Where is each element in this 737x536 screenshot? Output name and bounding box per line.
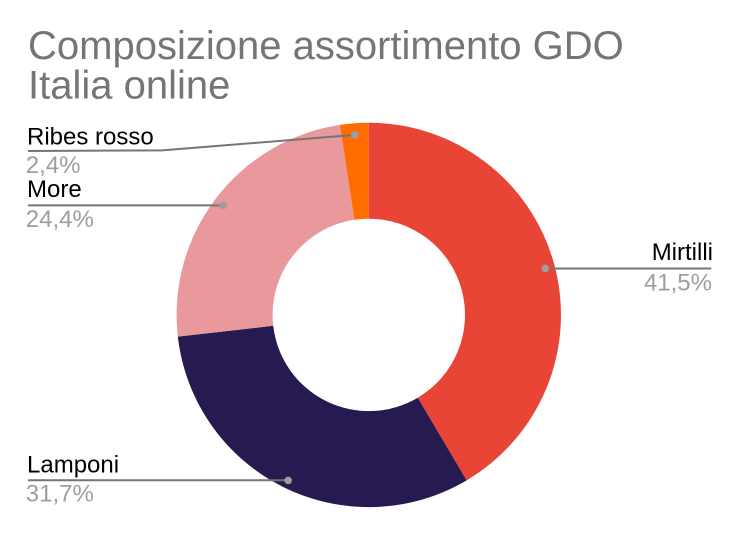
svg-text:Italia online: Italia online xyxy=(28,63,230,107)
svg-text:Ribes rosso: Ribes rosso xyxy=(27,123,154,150)
svg-text:More: More xyxy=(27,176,82,203)
svg-text:Composizione assortimento GDO: Composizione assortimento GDO xyxy=(28,24,624,68)
svg-text:31,7%: 31,7% xyxy=(26,481,94,508)
svg-text:2,4%: 2,4% xyxy=(26,152,81,179)
svg-text:Lamponi: Lamponi xyxy=(27,452,119,479)
svg-text:Mirtilli: Mirtilli xyxy=(652,239,713,266)
svg-text:41,5%: 41,5% xyxy=(644,270,712,297)
svg-text:24,4%: 24,4% xyxy=(26,206,94,233)
